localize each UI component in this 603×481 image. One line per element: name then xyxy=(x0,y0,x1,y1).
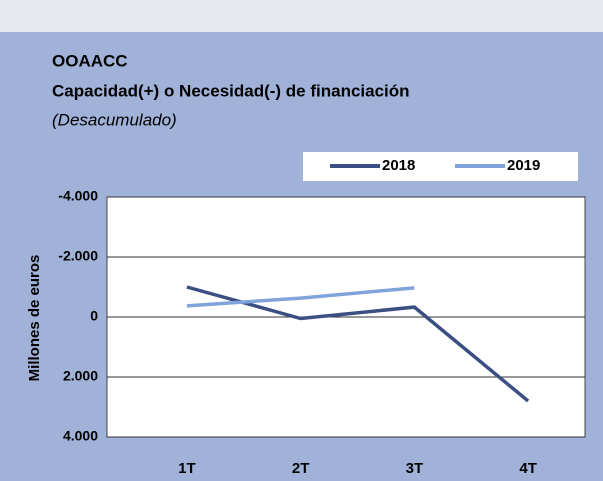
y-tick-label: 0 xyxy=(90,308,98,324)
legend-label: 2019 xyxy=(507,157,540,174)
y-tick-label: 4.000 xyxy=(63,428,98,444)
chart-subtitle: Capacidad(+) o Necesidad(-) de financiac… xyxy=(52,81,410,100)
y-tick-label: -4.000 xyxy=(58,188,98,204)
legend-label: 2018 xyxy=(382,157,415,174)
x-tick-label: 3T xyxy=(406,460,424,477)
data-line xyxy=(186,286,415,308)
x-tick-label: 1T xyxy=(178,460,196,477)
y-tick-label: 2.000 xyxy=(63,368,98,384)
x-tick-label: 2T xyxy=(292,460,310,477)
chart-title: OOAACC xyxy=(52,51,128,70)
y-axis-label: Millones de euros xyxy=(26,255,43,382)
y-tick-label: -2.000 xyxy=(58,248,98,264)
chart-note: (Desacumulado) xyxy=(52,110,177,129)
top-strip xyxy=(0,0,603,32)
x-tick-label: 4T xyxy=(519,460,537,477)
